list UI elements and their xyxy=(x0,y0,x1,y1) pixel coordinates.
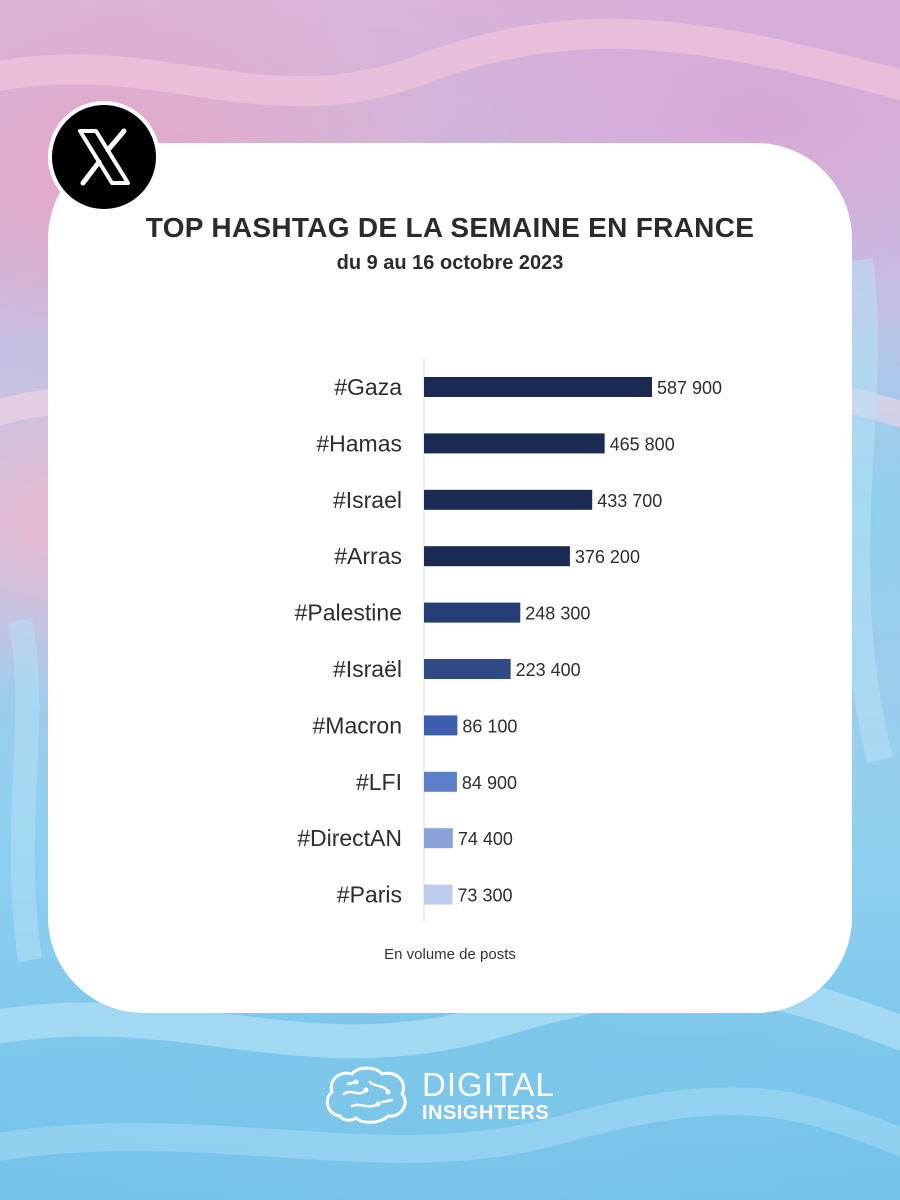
category-label: #Israel xyxy=(333,487,402,513)
bar-hamas xyxy=(424,433,605,454)
brain-icon xyxy=(325,1066,407,1124)
category-label: #Arras xyxy=(334,543,402,569)
bar-paris xyxy=(424,884,453,905)
chart-card xyxy=(48,143,852,1013)
chart-subtitle: du 9 au 16 octobre 2023 xyxy=(336,252,564,274)
bar-lfi xyxy=(424,771,457,792)
category-label: #Palestine xyxy=(295,600,402,626)
category-label: #Gaza xyxy=(334,374,402,400)
brand-name-line1: DIGITAL xyxy=(422,1065,555,1103)
bar-directan xyxy=(424,828,453,849)
category-label: #Hamas xyxy=(316,430,402,456)
bar-macron xyxy=(424,715,458,736)
bar-israël xyxy=(424,659,511,679)
bar-israel xyxy=(424,489,593,510)
category-label: #Israël xyxy=(333,656,402,682)
category-label: #Macron xyxy=(313,712,402,738)
value-label: 74 400 xyxy=(458,829,513,849)
value-label: 223 400 xyxy=(516,660,581,680)
bar-gaza xyxy=(424,377,652,397)
value-label: 73 300 xyxy=(457,886,512,906)
value-label: 248 300 xyxy=(525,604,590,624)
bar-palestine xyxy=(424,602,521,623)
category-label: #LFI xyxy=(356,769,402,795)
bar-arras xyxy=(424,546,570,567)
category-label: #Paris xyxy=(337,882,402,908)
value-label: 84 900 xyxy=(462,773,517,793)
value-label: 465 800 xyxy=(610,434,675,454)
value-label: 376 200 xyxy=(575,547,640,567)
value-label: 433 700 xyxy=(597,491,662,511)
x-logo-icon xyxy=(48,101,160,213)
chart-title: TOP HASHTAG DE LA SEMAINE EN FRANCE xyxy=(145,212,755,243)
value-label: 86 100 xyxy=(462,716,517,736)
brand-name-line2: INSIGHTERS xyxy=(422,1101,550,1124)
brand-logo: DIGITAL INSIGHTERS xyxy=(322,1060,562,1130)
value-label: 587 900 xyxy=(657,378,722,398)
chart-note: En volume de posts xyxy=(384,946,516,963)
category-label: #DirectAN xyxy=(297,825,402,851)
